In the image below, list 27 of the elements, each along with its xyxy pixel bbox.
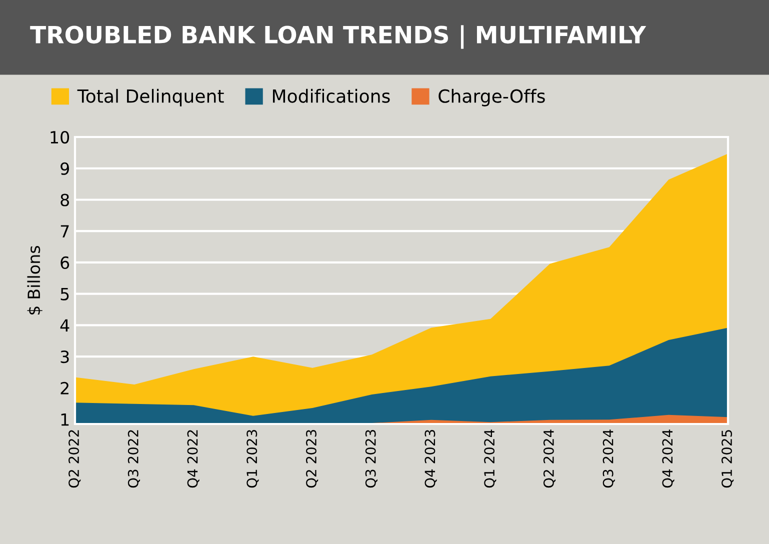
x-tick-label: Q3 2023 [365,430,378,488]
y-tick-label: 7 [60,225,69,238]
y-tick-label: 3 [60,350,69,364]
x-tick-label: Q3 2022 [128,430,140,488]
x-tick-label: Q1 2024 [484,430,496,488]
legend-label: Modifications [272,88,390,103]
x-tick-label: Q1 2023 [246,430,259,488]
y-tick-label: 9 [60,162,69,175]
x-tick-label: Q2 2024 [543,430,556,488]
y-tick-label: 10 [50,130,70,144]
chart-title: TROUBLED BANK LOAN TRENDS | MULTIFAMILY [30,25,646,49]
x-tick-label: Q1 2025 [722,430,734,488]
y-tick-label: 6 [60,256,70,270]
y-tick-label: 1 [61,413,69,426]
y-tick-label: 8 [60,194,69,206]
x-tick-label: Q4 2022 [187,430,200,488]
y-tick-label: 2 [60,382,68,394]
legend-label: Total Delinquent [77,88,224,106]
x-tick-label: Q4 2023 [424,430,437,488]
x-tick-label: Q2 2023 [306,430,318,488]
y-tick-label: 5 [60,288,69,300]
legend-label: Charge-Offs [438,88,545,106]
y-tick-label: 4 [60,319,70,332]
x-tick-label: Q2 2022 [68,430,81,488]
x-tick-label: Q4 2024 [662,430,674,488]
y-axis-title: $ Billons [27,246,42,314]
x-tick-label: Q3 2024 [602,430,615,488]
